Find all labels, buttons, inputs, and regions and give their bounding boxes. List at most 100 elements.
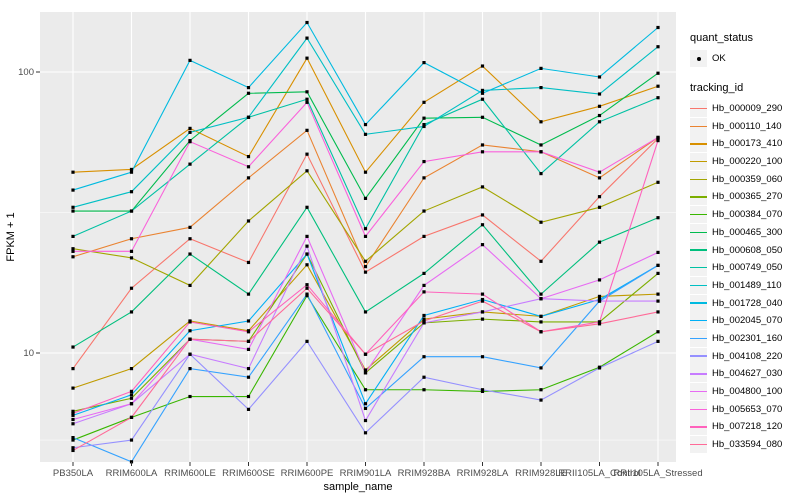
data-point <box>363 264 368 269</box>
legend-item-Hb_000173_410: Hb_000173_410 <box>690 135 800 153</box>
data-point <box>363 310 368 314</box>
data-point <box>539 66 543 70</box>
legend-item-label: Hb_000465_300 <box>712 226 783 238</box>
data-point <box>129 256 134 260</box>
series-key-swatch <box>690 135 707 153</box>
data-point <box>246 115 251 119</box>
data-point <box>539 366 543 370</box>
data-point <box>539 86 543 90</box>
data-point <box>246 319 251 323</box>
data-point <box>539 143 543 147</box>
data-point <box>480 243 485 247</box>
data-point <box>422 100 426 104</box>
data-point <box>246 91 251 95</box>
data-point <box>480 213 485 217</box>
data-point <box>422 375 426 379</box>
data-point <box>363 234 368 238</box>
data-point <box>71 386 75 390</box>
legend-item-Hb_000384_070: Hb_000384_070 <box>690 206 800 224</box>
data-point <box>422 283 426 288</box>
data-point <box>539 292 543 296</box>
data-point <box>422 290 426 294</box>
series-key-swatch <box>690 153 707 171</box>
data-point <box>71 345 75 349</box>
data-point <box>480 143 485 147</box>
data-point <box>480 292 485 296</box>
series-key-swatch <box>690 117 707 135</box>
legend-item-label: Hb_000009_290 <box>712 103 783 115</box>
data-point <box>129 170 134 174</box>
data-point <box>422 388 426 392</box>
data-point <box>305 244 309 248</box>
data-point <box>539 388 543 392</box>
data-point <box>656 299 660 303</box>
data-point <box>363 196 368 200</box>
data-point <box>363 371 368 375</box>
legend-item-Hb_000220_100: Hb_000220_100 <box>690 153 800 171</box>
data-point <box>246 394 251 399</box>
data-point <box>246 154 251 159</box>
series-key-swatch <box>690 383 707 401</box>
data-point <box>305 286 309 290</box>
series-key-swatch <box>690 400 707 418</box>
data-point <box>188 130 192 134</box>
data-point <box>480 150 485 154</box>
data-point <box>656 271 660 275</box>
series-line-icon <box>690 355 707 357</box>
data-point <box>539 220 543 224</box>
series-line-icon <box>690 267 707 269</box>
data-point <box>129 209 134 213</box>
data-point <box>656 263 660 267</box>
x-tick-label: RRIM600LA <box>106 468 158 479</box>
data-point <box>422 176 426 180</box>
series-key-swatch <box>690 312 707 330</box>
series-key-swatch <box>690 206 707 224</box>
data-point <box>422 355 426 359</box>
data-point <box>129 367 134 371</box>
legend-item-Hb_002045_070: Hb_002045_070 <box>690 312 800 330</box>
data-point <box>480 64 485 68</box>
data-point <box>656 250 660 255</box>
legend-item-Hb_004627_030: Hb_004627_030 <box>690 365 800 383</box>
series-key-swatch <box>690 259 707 277</box>
legend-item-Hb_004108_220: Hb_004108_220 <box>690 347 800 365</box>
data-point <box>539 259 543 263</box>
legend-item-Hb_000365_270: Hb_000365_270 <box>690 188 800 206</box>
data-point <box>597 278 602 282</box>
x-tick-label: RRIM600PE <box>281 468 334 479</box>
data-point <box>363 270 368 274</box>
data-point <box>246 165 251 169</box>
x-tick-label: RRIM928BA <box>398 468 451 479</box>
x-axis-title: sample_name <box>323 481 392 493</box>
data-point <box>129 310 134 314</box>
data-point <box>422 319 426 323</box>
series-line-icon <box>690 249 707 251</box>
data-point <box>422 317 426 321</box>
data-point <box>422 61 426 65</box>
data-point <box>129 415 134 419</box>
series-line-icon <box>690 107 707 110</box>
data-point <box>71 367 75 371</box>
x-tick-label: RRIM600LE <box>164 468 216 479</box>
data-point <box>656 330 660 334</box>
legend-item-Hb_002301_160: Hb_002301_160 <box>690 329 800 348</box>
data-point <box>597 322 602 326</box>
series-key-swatch <box>690 418 707 436</box>
legend-item-ok: OK <box>690 50 800 68</box>
data-point <box>422 209 426 213</box>
data-point <box>656 292 660 296</box>
data-point <box>363 402 368 406</box>
data-point <box>539 120 543 124</box>
legend-item-label: Hb_007218_120 <box>712 421 783 433</box>
ok-key-swatch <box>690 50 707 68</box>
legend-item-label: Hb_004800_100 <box>712 386 783 398</box>
x-tick-label: RRII105LA_Control <box>558 468 640 479</box>
legend-item-Hb_000749_050: Hb_000749_050 <box>690 259 800 277</box>
data-point <box>71 255 75 259</box>
data-point <box>71 417 75 422</box>
series-key-swatch <box>690 100 707 118</box>
data-point <box>480 115 485 119</box>
data-point <box>422 116 426 120</box>
data-point <box>597 92 602 96</box>
data-point <box>363 431 368 435</box>
